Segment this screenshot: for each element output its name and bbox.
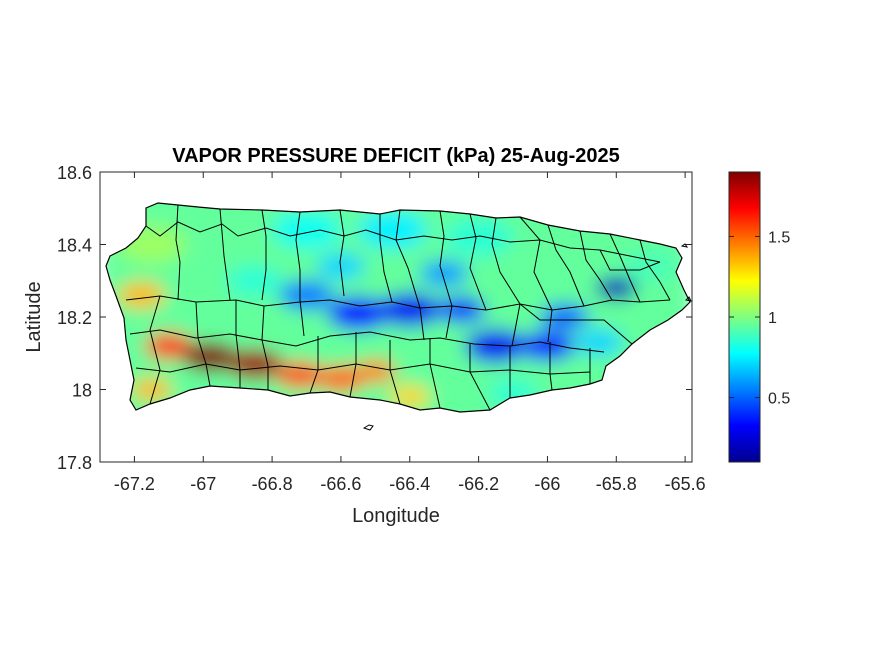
island-outline — [105, 202, 691, 413]
y-tick-label: 18 — [72, 381, 92, 401]
municipality-boundary — [235, 300, 241, 388]
x-tick-label: -66.4 — [389, 474, 430, 494]
colorbar-tick-label: 1.5 — [768, 229, 790, 246]
municipality-boundary — [149, 295, 161, 405]
municipality-boundary — [219, 208, 231, 301]
municipality-boundary — [389, 340, 401, 405]
municipality-boundary — [339, 209, 345, 297]
vpd-cell — [595, 276, 637, 300]
vpd-cell — [227, 348, 283, 380]
vpd-cell — [186, 211, 255, 249]
vpd-cell — [275, 361, 324, 389]
y-tick-label: 18.2 — [57, 308, 92, 328]
x-tick-label: -66.2 — [458, 474, 499, 494]
x-axis-ticks: -67.2 -67 -66.8 -66.6 -66.4 -66.2 -66 -65.8 -65.… — [114, 172, 706, 494]
vpd-cell — [437, 296, 486, 324]
municipality-boundary — [469, 213, 487, 311]
municipality-boundary — [639, 239, 671, 301]
colorbar — [728, 171, 761, 463]
vpd-cell — [378, 292, 441, 327]
municipality-boundary — [395, 209, 425, 341]
vpd-cell — [272, 211, 341, 249]
x-tick-label: -66 — [534, 474, 560, 494]
vpd-cell — [574, 329, 624, 356]
vpd-cell — [117, 281, 166, 309]
municipality-boundary — [261, 209, 267, 301]
municipality-boundary — [549, 342, 553, 391]
x-tick-label: -65.6 — [665, 474, 706, 494]
y-tick-label: 18.4 — [57, 236, 92, 256]
municipality-boundary — [609, 233, 641, 303]
vpd-cell — [540, 303, 589, 331]
municipality-boundaries — [125, 204, 671, 411]
municipality-boundary — [295, 211, 305, 337]
vpd-cell — [182, 341, 238, 373]
municipality-boundary — [579, 230, 613, 301]
vpd-cell — [278, 280, 335, 311]
municipality-boundary — [261, 305, 269, 390]
municipality-boundary — [175, 204, 181, 301]
municipality-boundary — [439, 210, 453, 339]
vpd-cell — [327, 296, 390, 331]
municipality-boundary — [349, 332, 357, 398]
vpd-cell — [420, 260, 469, 287]
x-axis-label: Longitude — [352, 505, 440, 527]
y-axis-label: Latitude — [23, 281, 45, 352]
municipality-boundary — [145, 221, 661, 263]
vpd-cell — [227, 265, 283, 296]
x-tick-label: -66.6 — [320, 474, 361, 494]
chart-title: VAPOR PRESSURE DEFICIT (kPa) 25-Aug-2025 — [172, 145, 620, 167]
municipality-boundary — [519, 303, 633, 345]
municipality-boundary — [519, 216, 553, 343]
colorbar-tick-label: 1 — [768, 310, 777, 327]
vpd-cell — [358, 211, 427, 249]
municipality-boundary — [379, 214, 393, 303]
municipality-boundary — [469, 344, 491, 411]
vpd-cell — [464, 328, 527, 364]
y-axis-ticks: 17.8 18 18.2 18.4 18.6 — [57, 163, 692, 473]
vpd-cell — [444, 218, 514, 257]
vpd-cell — [144, 332, 193, 360]
municipality-boundary — [309, 336, 319, 394]
municipality-boundary — [125, 295, 671, 311]
municipality-boundary — [599, 249, 661, 271]
x-tick-label: -66.8 — [252, 474, 293, 494]
y-tick-label: 18.6 — [57, 163, 92, 183]
municipality-boundary — [195, 301, 211, 387]
colorbar-ticks: 0.5 1 1.5 — [729, 229, 790, 408]
vpd-cell — [130, 378, 173, 401]
colorbar-tick-label: 0.5 — [768, 391, 790, 408]
vpd-cell — [316, 365, 366, 392]
vpd-cell — [530, 225, 600, 264]
x-tick-label: -65.8 — [596, 474, 637, 494]
x-tick-label: -67.2 — [114, 474, 155, 494]
municipality-boundary — [491, 217, 521, 347]
vpd-field — [106, 203, 690, 412]
vpd-cell — [519, 330, 575, 362]
x-tick-label: -67 — [190, 474, 216, 494]
municipality-boundary — [429, 338, 441, 409]
islet — [680, 243, 692, 302]
y-tick-label: 17.8 — [57, 453, 92, 473]
municipality-boundary — [547, 224, 585, 307]
islet — [362, 424, 374, 431]
municipality-boundary — [129, 329, 605, 353]
